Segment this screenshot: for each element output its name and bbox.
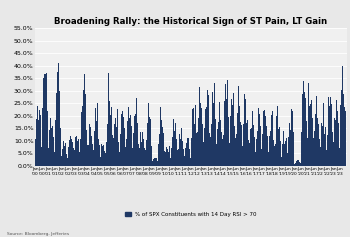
Legend: % of SPX Constituents with 14 Day RSI > 70: % of SPX Constituents with 14 Day RSI > … <box>123 210 258 218</box>
Text: Source: Bloomberg, Jefferies: Source: Bloomberg, Jefferies <box>7 232 69 236</box>
Title: Broadening Rally: the Historical Sign of ST Pain, LT Gain: Broadening Rally: the Historical Sign of… <box>54 17 327 26</box>
